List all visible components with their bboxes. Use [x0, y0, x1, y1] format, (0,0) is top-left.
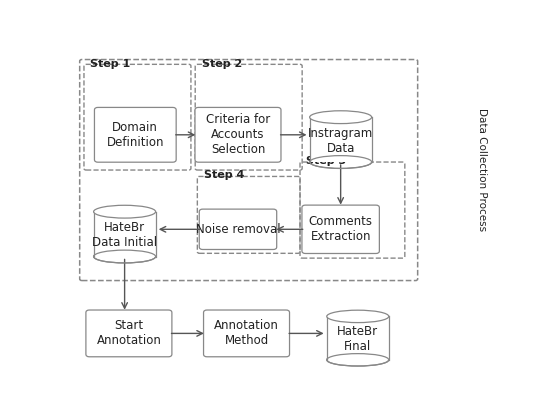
FancyBboxPatch shape: [94, 107, 176, 162]
Text: Step 1: Step 1: [91, 59, 131, 69]
Text: HateBr
Final: HateBr Final: [337, 325, 378, 353]
Ellipse shape: [327, 310, 389, 322]
Text: Criteria for
Accounts
Selection: Criteria for Accounts Selection: [206, 113, 270, 156]
Text: Step 2: Step 2: [201, 59, 242, 69]
Ellipse shape: [310, 156, 371, 168]
Text: Step 3: Step 3: [306, 156, 347, 166]
FancyBboxPatch shape: [204, 310, 290, 357]
Text: Start
Annotation: Start Annotation: [97, 319, 161, 347]
Text: Data Collection Process: Data Collection Process: [477, 109, 487, 232]
FancyBboxPatch shape: [195, 107, 281, 162]
Text: Comments
Extraction: Comments Extraction: [309, 215, 373, 243]
Ellipse shape: [310, 111, 371, 124]
Ellipse shape: [327, 354, 389, 366]
FancyBboxPatch shape: [199, 209, 277, 250]
Text: HateBr
Data Initial: HateBr Data Initial: [92, 221, 157, 249]
Text: Instragram
Data: Instragram Data: [308, 127, 373, 155]
Polygon shape: [327, 317, 389, 360]
Polygon shape: [310, 117, 371, 162]
Text: Step 4: Step 4: [204, 170, 244, 180]
Text: Domain
Definition: Domain Definition: [107, 121, 164, 149]
Ellipse shape: [94, 250, 156, 263]
Ellipse shape: [94, 205, 156, 218]
Text: Annotation
Method: Annotation Method: [214, 319, 279, 347]
FancyBboxPatch shape: [86, 310, 172, 357]
Text: Noise removal: Noise removal: [195, 223, 280, 236]
Polygon shape: [94, 212, 156, 257]
FancyBboxPatch shape: [302, 205, 379, 253]
